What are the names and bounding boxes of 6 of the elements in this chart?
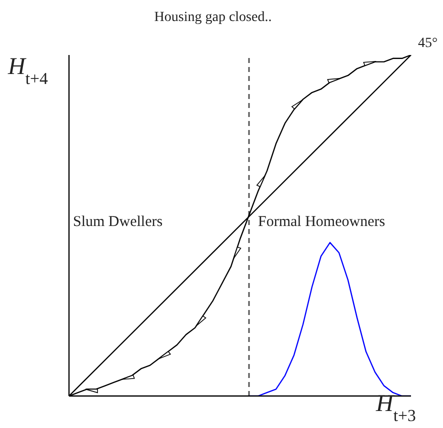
annotation: Slum Dwellers xyxy=(73,214,163,230)
text: 45° xyxy=(418,36,438,51)
annotation: Formal Homeowners xyxy=(258,214,386,230)
chart-title: Housing gap closed.. xyxy=(154,10,272,25)
y-axis-title: H$_{t+4}$ xyxy=(7,54,48,88)
x-axis-title: H$_{t+3}$ xyxy=(375,391,416,424)
